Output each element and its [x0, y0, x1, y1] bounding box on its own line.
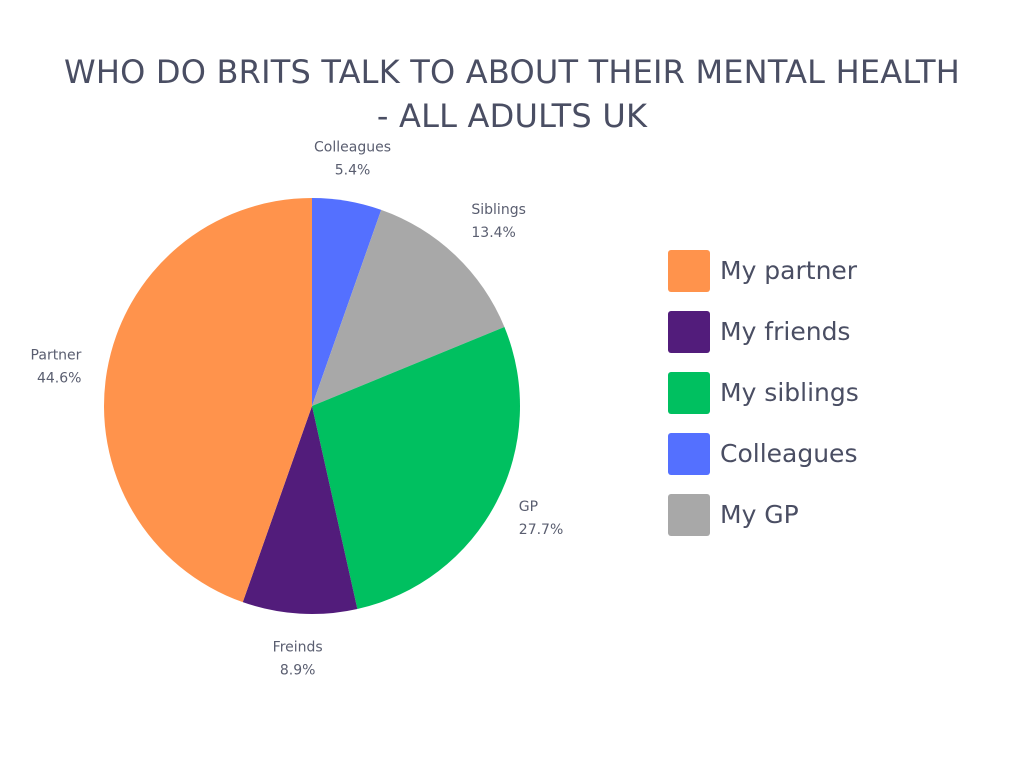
legend-item[interactable]: My siblings: [668, 362, 859, 423]
legend-swatch: [668, 310, 710, 353]
pie-slice-freinds[interactable]: [242, 406, 358, 614]
slice-category-label: Colleagues: [314, 139, 391, 155]
slice-category-label: Freinds: [273, 640, 323, 656]
legend-item[interactable]: Colleagues: [668, 423, 859, 484]
legend-label: My friends: [720, 317, 851, 346]
legend-label: My GP: [720, 500, 799, 529]
slice-value-label: 13.4%: [471, 225, 515, 241]
legend-swatch: [668, 249, 710, 292]
slice-value-label: 44.6%: [37, 370, 81, 386]
pie-slice-gp[interactable]: [312, 327, 520, 609]
pie-labels: Colleagues 5.4% Siblings 13.4% GP 27.7% Freind…: [31, 139, 564, 678]
slice-value-label: 27.7%: [519, 522, 563, 538]
chart-legend: My partner My friends My siblings Collea…: [668, 240, 859, 545]
pie-slice-siblings[interactable]: [312, 209, 505, 406]
pie-slice-partner[interactable]: [104, 198, 312, 603]
slice-category-label: GP: [519, 499, 538, 515]
legend-swatch: [668, 371, 710, 414]
pie-slice-colleagues[interactable]: [312, 198, 382, 406]
legend-label: My siblings: [720, 378, 859, 407]
legend-swatch: [668, 432, 710, 475]
legend-item[interactable]: My partner: [668, 240, 859, 301]
slice-category-label: Partner: [31, 347, 82, 363]
legend-item[interactable]: My GP: [668, 484, 859, 545]
slice-value-label: 5.4%: [335, 162, 371, 178]
legend-swatch: [668, 493, 710, 536]
slice-value-label: 8.9%: [280, 663, 316, 679]
slice-category-label: Siblings: [471, 202, 526, 218]
pie-slices: [104, 198, 520, 614]
legend-label: My partner: [720, 256, 858, 285]
legend-label: Colleagues: [720, 439, 858, 468]
legend-item[interactable]: My friends: [668, 301, 859, 362]
chart-title: WHO DO BRITS TALK TO ABOUT THEIR MENTAL …: [64, 53, 960, 135]
